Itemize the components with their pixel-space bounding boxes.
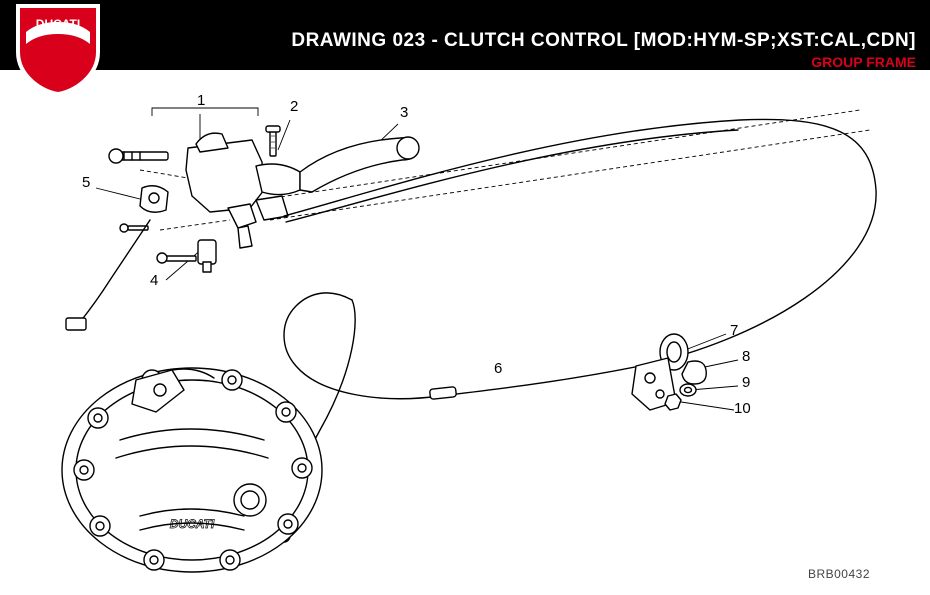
clutch-switch — [157, 240, 216, 272]
callout-3: 3 — [400, 104, 408, 121]
mirror-clamp — [120, 186, 168, 232]
cable-bracket-group — [632, 334, 706, 410]
header-bar: DRAWING 023 - CLUTCH CONTROL [MOD:HYM-SP… — [0, 0, 930, 70]
diagram-area: .pl { fill:none; stroke:#000; stroke-wid… — [0, 70, 930, 595]
switch-wire — [66, 220, 150, 330]
drawing-code: BRB00432 — [808, 567, 870, 581]
drawing-subtitle: GROUP FRAME — [811, 54, 916, 70]
ducati-shield-icon: DUCATI — [14, 2, 102, 96]
callout-bracket — [152, 108, 258, 116]
callout-9: 9 — [742, 374, 750, 391]
logo-brand-text: DUCATI — [36, 17, 80, 31]
callout-5: 5 — [82, 174, 90, 191]
callout-1: 1 — [197, 92, 205, 109]
drawing-title: DRAWING 023 - CLUTCH CONTROL [MOD:HYM-SP… — [291, 30, 916, 52]
clutch-cable — [278, 119, 876, 542]
callout-6: 6 — [494, 360, 502, 377]
callout-7: 7 — [730, 322, 738, 339]
callout-2: 2 — [290, 98, 298, 115]
clutch-cover: DUCATI — [62, 368, 322, 572]
callout-8: 8 — [742, 348, 750, 365]
callout-10: 10 — [734, 400, 751, 417]
brand-logo: DUCATI — [14, 2, 102, 92]
parts-diagram: .pl { fill:none; stroke:#000; stroke-wid… — [0, 70, 930, 595]
cover-brand-text: DUCATI — [170, 517, 215, 531]
callout-4: 4 — [150, 272, 158, 289]
